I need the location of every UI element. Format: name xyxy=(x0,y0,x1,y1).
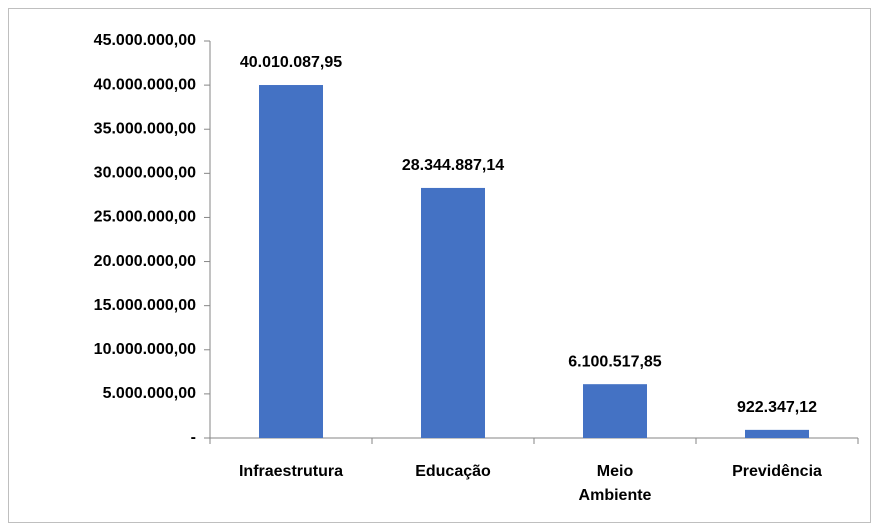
bar xyxy=(259,85,323,439)
y-tick-label: 35.000.000,00 xyxy=(94,120,196,137)
y-tick-label: 40.000.000,00 xyxy=(94,76,196,93)
y-tick-label: 30.000.000,00 xyxy=(94,165,196,182)
x-tick-label: Infraestrutura xyxy=(238,463,344,480)
x-tick-label: Meio Ambiente xyxy=(578,463,652,504)
y-tick-label: 45.000.000,00 xyxy=(94,32,196,49)
x-tick-label: Educação xyxy=(415,463,491,480)
y-tick-label: 25.000.000,00 xyxy=(94,209,196,226)
y-tick-label: 15.000.000,00 xyxy=(94,297,196,314)
bar xyxy=(745,429,809,438)
bar xyxy=(583,384,647,438)
data-label: 28.344.887,14 xyxy=(402,157,504,174)
y-tick-label: 10.000.000,00 xyxy=(94,341,196,358)
y-tick-label: - xyxy=(191,429,196,446)
x-tick-label: Previdência xyxy=(732,463,822,480)
data-label: 6.100.517,85 xyxy=(568,353,662,370)
y-tick-label: 5.000.000,00 xyxy=(103,385,197,402)
y-tick-label: 20.000.000,00 xyxy=(94,253,196,270)
data-label: 922.347,12 xyxy=(737,399,817,416)
bar xyxy=(421,187,485,438)
data-label: 40.010.087,95 xyxy=(240,54,342,71)
